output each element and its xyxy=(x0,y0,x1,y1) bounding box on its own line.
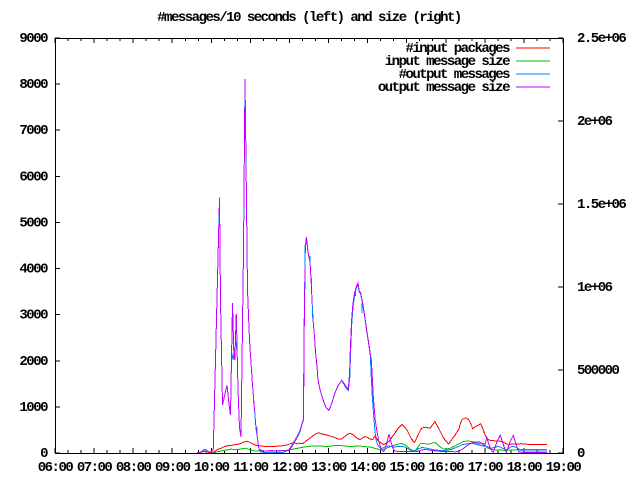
svg-text:19:00: 19:00 xyxy=(546,460,582,476)
svg-text:1e+06: 1e+06 xyxy=(577,280,613,296)
svg-text:2e+06: 2e+06 xyxy=(577,114,613,130)
svg-text:18:00: 18:00 xyxy=(507,460,543,476)
svg-text:3000: 3000 xyxy=(19,308,48,324)
svg-text:5000: 5000 xyxy=(19,215,48,231)
svg-text:17:00: 17:00 xyxy=(468,460,504,476)
svg-text:#messages/10 seconds (left) an: #messages/10 seconds (left) and size (ri… xyxy=(157,10,461,26)
svg-text:11:00: 11:00 xyxy=(233,460,269,476)
svg-text:1000: 1000 xyxy=(19,400,48,416)
svg-text:8000: 8000 xyxy=(19,77,48,93)
svg-text:500000: 500000 xyxy=(577,363,620,379)
svg-text:07:00: 07:00 xyxy=(77,460,113,476)
svg-text:output message size: output message size xyxy=(378,80,510,96)
svg-text:#output messages: #output messages xyxy=(399,67,511,83)
svg-text:15:00: 15:00 xyxy=(389,460,425,476)
svg-text:1.5e+06: 1.5e+06 xyxy=(577,197,626,213)
svg-text:2.5e+06: 2.5e+06 xyxy=(577,31,626,47)
svg-text:input message size: input message size xyxy=(385,54,510,70)
svg-text:9000: 9000 xyxy=(19,31,48,47)
svg-text:10:00: 10:00 xyxy=(194,460,230,476)
svg-text:6000: 6000 xyxy=(19,169,48,185)
svg-text:4000: 4000 xyxy=(19,262,48,278)
svg-text:16:00: 16:00 xyxy=(429,460,465,476)
svg-text:#input packages: #input packages xyxy=(405,41,510,57)
svg-text:0: 0 xyxy=(577,446,585,462)
svg-text:7000: 7000 xyxy=(19,123,48,139)
svg-text:12:00: 12:00 xyxy=(272,460,308,476)
svg-text:08:00: 08:00 xyxy=(116,460,152,476)
svg-text:14:00: 14:00 xyxy=(350,460,386,476)
svg-text:06:00: 06:00 xyxy=(38,460,74,476)
svg-text:09:00: 09:00 xyxy=(155,460,191,476)
svg-text:2000: 2000 xyxy=(19,354,48,370)
svg-text:13:00: 13:00 xyxy=(311,460,347,476)
svg-text:0: 0 xyxy=(40,446,48,462)
